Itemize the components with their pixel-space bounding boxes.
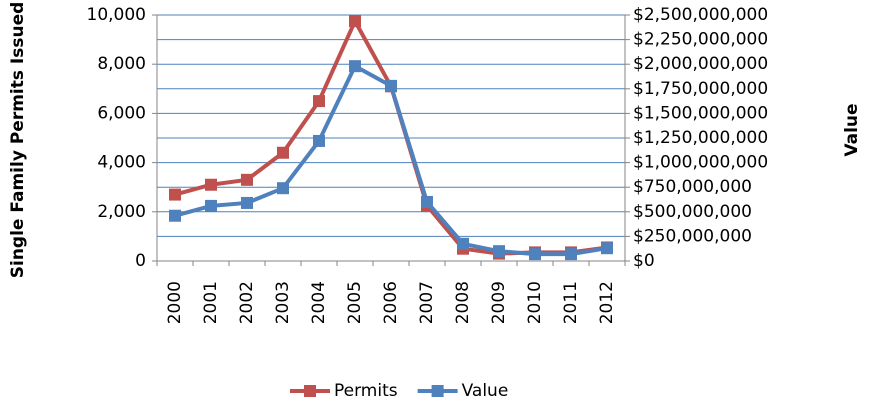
x-tick-label: 2000 (165, 281, 185, 324)
y-tick-label: 10,000 (87, 5, 146, 25)
marker (313, 134, 325, 147)
y-tick-label: 6,000 (97, 103, 146, 123)
y-tick-label: 4,000 (97, 153, 146, 173)
y2-tick-label: $1,750,000,000 (633, 79, 768, 99)
y2-tick-label: $2,500,000,000 (633, 5, 768, 25)
legend-marker (431, 385, 444, 397)
y2-tick-label: $250,000,000 (633, 226, 752, 246)
y-tick-label: 2,000 (97, 202, 146, 222)
marker (493, 245, 505, 258)
x-tick-label: 2009 (489, 281, 509, 324)
marker (385, 79, 397, 92)
x-tick-label: 2011 (561, 281, 581, 324)
legend-label: Permits (334, 381, 398, 401)
marker (205, 199, 217, 212)
y2-tick-label: $1,250,000,000 (633, 128, 768, 148)
series-line (174, 19, 608, 256)
marker (241, 173, 253, 186)
x-tick-label: 2004 (309, 281, 329, 324)
marker (601, 242, 613, 255)
marker (349, 15, 361, 28)
y-tick-label: 0 (135, 251, 146, 271)
y2-tick-label: $2,000,000,000 (633, 54, 768, 74)
x-tick-label: 2010 (525, 281, 545, 324)
x-tick-label: 2012 (597, 281, 617, 324)
y2-tick-label: $750,000,000 (633, 177, 752, 197)
legend-marker (304, 385, 316, 397)
y2-tick-label: $1,500,000,000 (633, 103, 768, 123)
x-tick-label: 2001 (201, 281, 221, 324)
marker (277, 182, 289, 195)
marker (349, 60, 361, 73)
marker (529, 248, 541, 261)
marker (457, 237, 469, 250)
marker (205, 178, 217, 191)
marker (313, 95, 325, 108)
marker (277, 146, 289, 159)
y2-tick-label: $1,000,000,000 (633, 153, 768, 173)
marker (241, 196, 253, 209)
y2-tick-label: $2,250,000,000 (633, 30, 768, 50)
x-tick-label: 2002 (237, 281, 257, 324)
y2-axis-label: Value (842, 103, 862, 156)
y2-tick-label: $0 (633, 251, 655, 271)
legend-label: Value (462, 381, 509, 401)
marker (169, 188, 181, 201)
marker (169, 209, 181, 222)
series-line (174, 64, 608, 257)
x-tick-label: 2003 (273, 281, 293, 324)
marker (565, 248, 577, 261)
x-tick-label: 2005 (345, 281, 365, 324)
y-tick-label: 8,000 (97, 54, 146, 74)
marker (421, 195, 433, 208)
y2-tick-label: $500,000,000 (633, 202, 752, 222)
x-tick-label: 2006 (381, 281, 401, 324)
x-tick-label: 2007 (417, 281, 437, 324)
x-tick-label: 2008 (453, 281, 473, 324)
y-axis-label: Single Family Permits Issued (8, 2, 28, 279)
